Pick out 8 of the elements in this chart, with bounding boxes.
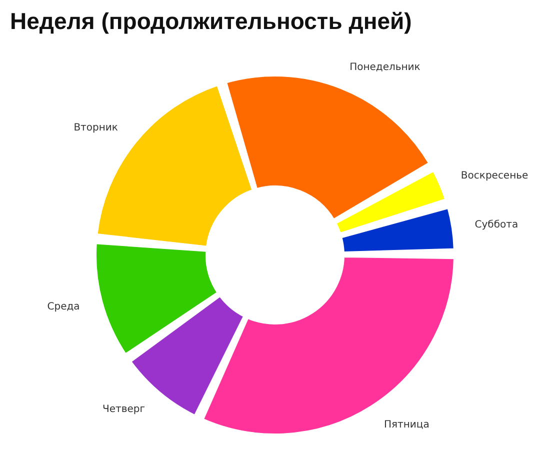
slice-label: Среда [47, 301, 80, 312]
slice-label: Суббота [474, 220, 518, 231]
slice-label: Воскресенье [460, 170, 528, 182]
slice-label: Вторник [74, 122, 118, 134]
slice-label: Пятница [384, 420, 430, 431]
slice-label: Понедельник [350, 62, 420, 73]
slice-label: Четверг [102, 404, 146, 416]
chart-title: Неделя (продолжительность дней) [10, 8, 412, 35]
